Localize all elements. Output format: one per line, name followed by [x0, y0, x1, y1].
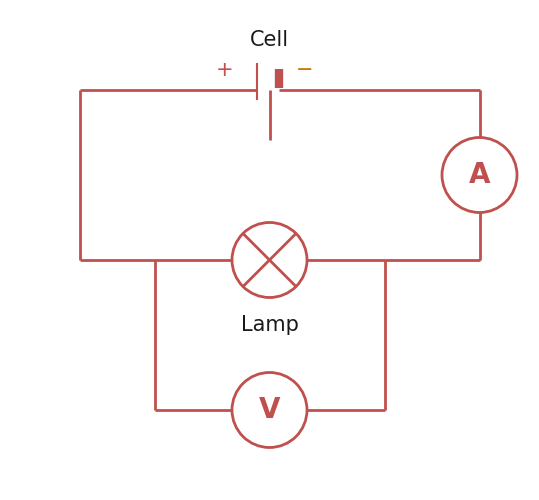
Circle shape: [442, 138, 517, 212]
Circle shape: [232, 372, 307, 448]
Text: Lamp: Lamp: [240, 315, 299, 335]
Text: −: −: [296, 60, 313, 80]
Text: A: A: [469, 161, 490, 189]
Text: V: V: [259, 396, 280, 424]
Text: +: +: [216, 60, 233, 80]
Circle shape: [232, 222, 307, 298]
Text: Cell: Cell: [250, 30, 289, 50]
